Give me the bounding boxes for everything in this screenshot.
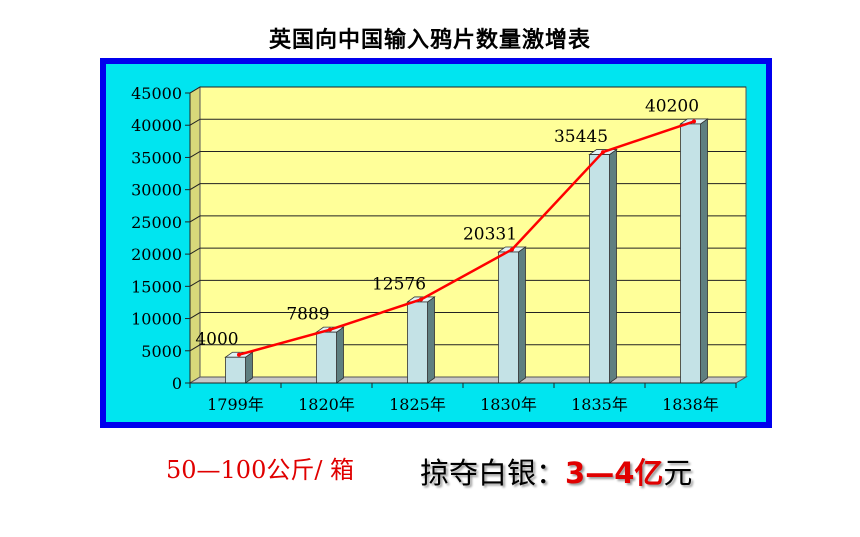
y-tick-label: 45000 <box>131 84 182 103</box>
gridline <box>189 344 746 352</box>
bar <box>407 301 428 384</box>
gridline <box>189 247 746 255</box>
data-label: 20331 <box>463 224 517 244</box>
y-tick-label: 30000 <box>131 181 182 200</box>
chart-frame: 0 5000 10000 15000 20000 25000 30000 35000 40000… <box>100 58 772 428</box>
bar <box>680 123 701 384</box>
trend-point <box>419 297 423 302</box>
y-tick-label: 5000 <box>141 342 182 361</box>
gridline <box>189 279 746 287</box>
x-tick-label: 1799年 <box>207 395 264 414</box>
bar <box>316 331 337 384</box>
trend-line <box>238 120 695 356</box>
x-tick-label: 1838年 <box>662 395 719 414</box>
gridline <box>189 183 746 191</box>
gridline <box>189 118 746 126</box>
trend-point <box>601 150 605 155</box>
chart-title: 英国向中国输入鸦片数量激增表 <box>268 28 591 53</box>
gridline <box>189 86 746 94</box>
data-label: 40200 <box>645 96 699 116</box>
y-tick-label: 0 <box>172 374 182 393</box>
trend-point <box>692 119 696 124</box>
y-tick-label: 40000 <box>131 116 182 135</box>
silver-caption-prefix: 掠夺白银： <box>420 456 566 490</box>
x-tick-label: 1830年 <box>480 395 537 414</box>
data-label: 7889 <box>286 305 329 325</box>
silver-caption-value: 3—4亿 <box>565 456 664 490</box>
plot-floor <box>188 376 748 384</box>
y-tick-label: 10000 <box>131 310 182 329</box>
silver-plundered-caption: 掠夺白银：3—4亿元 <box>420 450 692 492</box>
trend-point <box>237 352 241 357</box>
bar <box>225 356 246 384</box>
bar <box>498 251 519 384</box>
bar-side <box>336 326 344 384</box>
y-tick-label: 15000 <box>131 277 182 296</box>
gridline <box>189 215 746 223</box>
data-label: 35445 <box>554 127 608 147</box>
bar-chart: 0 5000 10000 15000 20000 25000 30000 35000 40000… <box>131 84 748 414</box>
trend-point <box>510 247 514 252</box>
y-tick-label: 35000 <box>131 148 182 167</box>
gridline <box>189 150 746 158</box>
bar-side <box>700 118 708 384</box>
x-tick-label: 1825年 <box>389 395 446 414</box>
y-tick-label: 25000 <box>131 213 182 232</box>
silver-caption-unit: 元 <box>663 456 693 490</box>
x-tick-label: 1835年 <box>571 395 628 414</box>
bar-side <box>609 148 617 384</box>
gridline <box>189 312 746 319</box>
data-label: 4000 <box>195 330 238 350</box>
x-tick-label: 1820年 <box>298 395 355 414</box>
bar-side <box>427 296 435 384</box>
trend-point <box>328 327 332 332</box>
weight-per-chest-caption: 50—100公斤/ 箱 <box>166 456 355 484</box>
bar-side <box>518 246 526 384</box>
data-label: 12576 <box>372 274 426 294</box>
y-tick-label: 20000 <box>131 245 182 264</box>
bar <box>589 154 610 384</box>
